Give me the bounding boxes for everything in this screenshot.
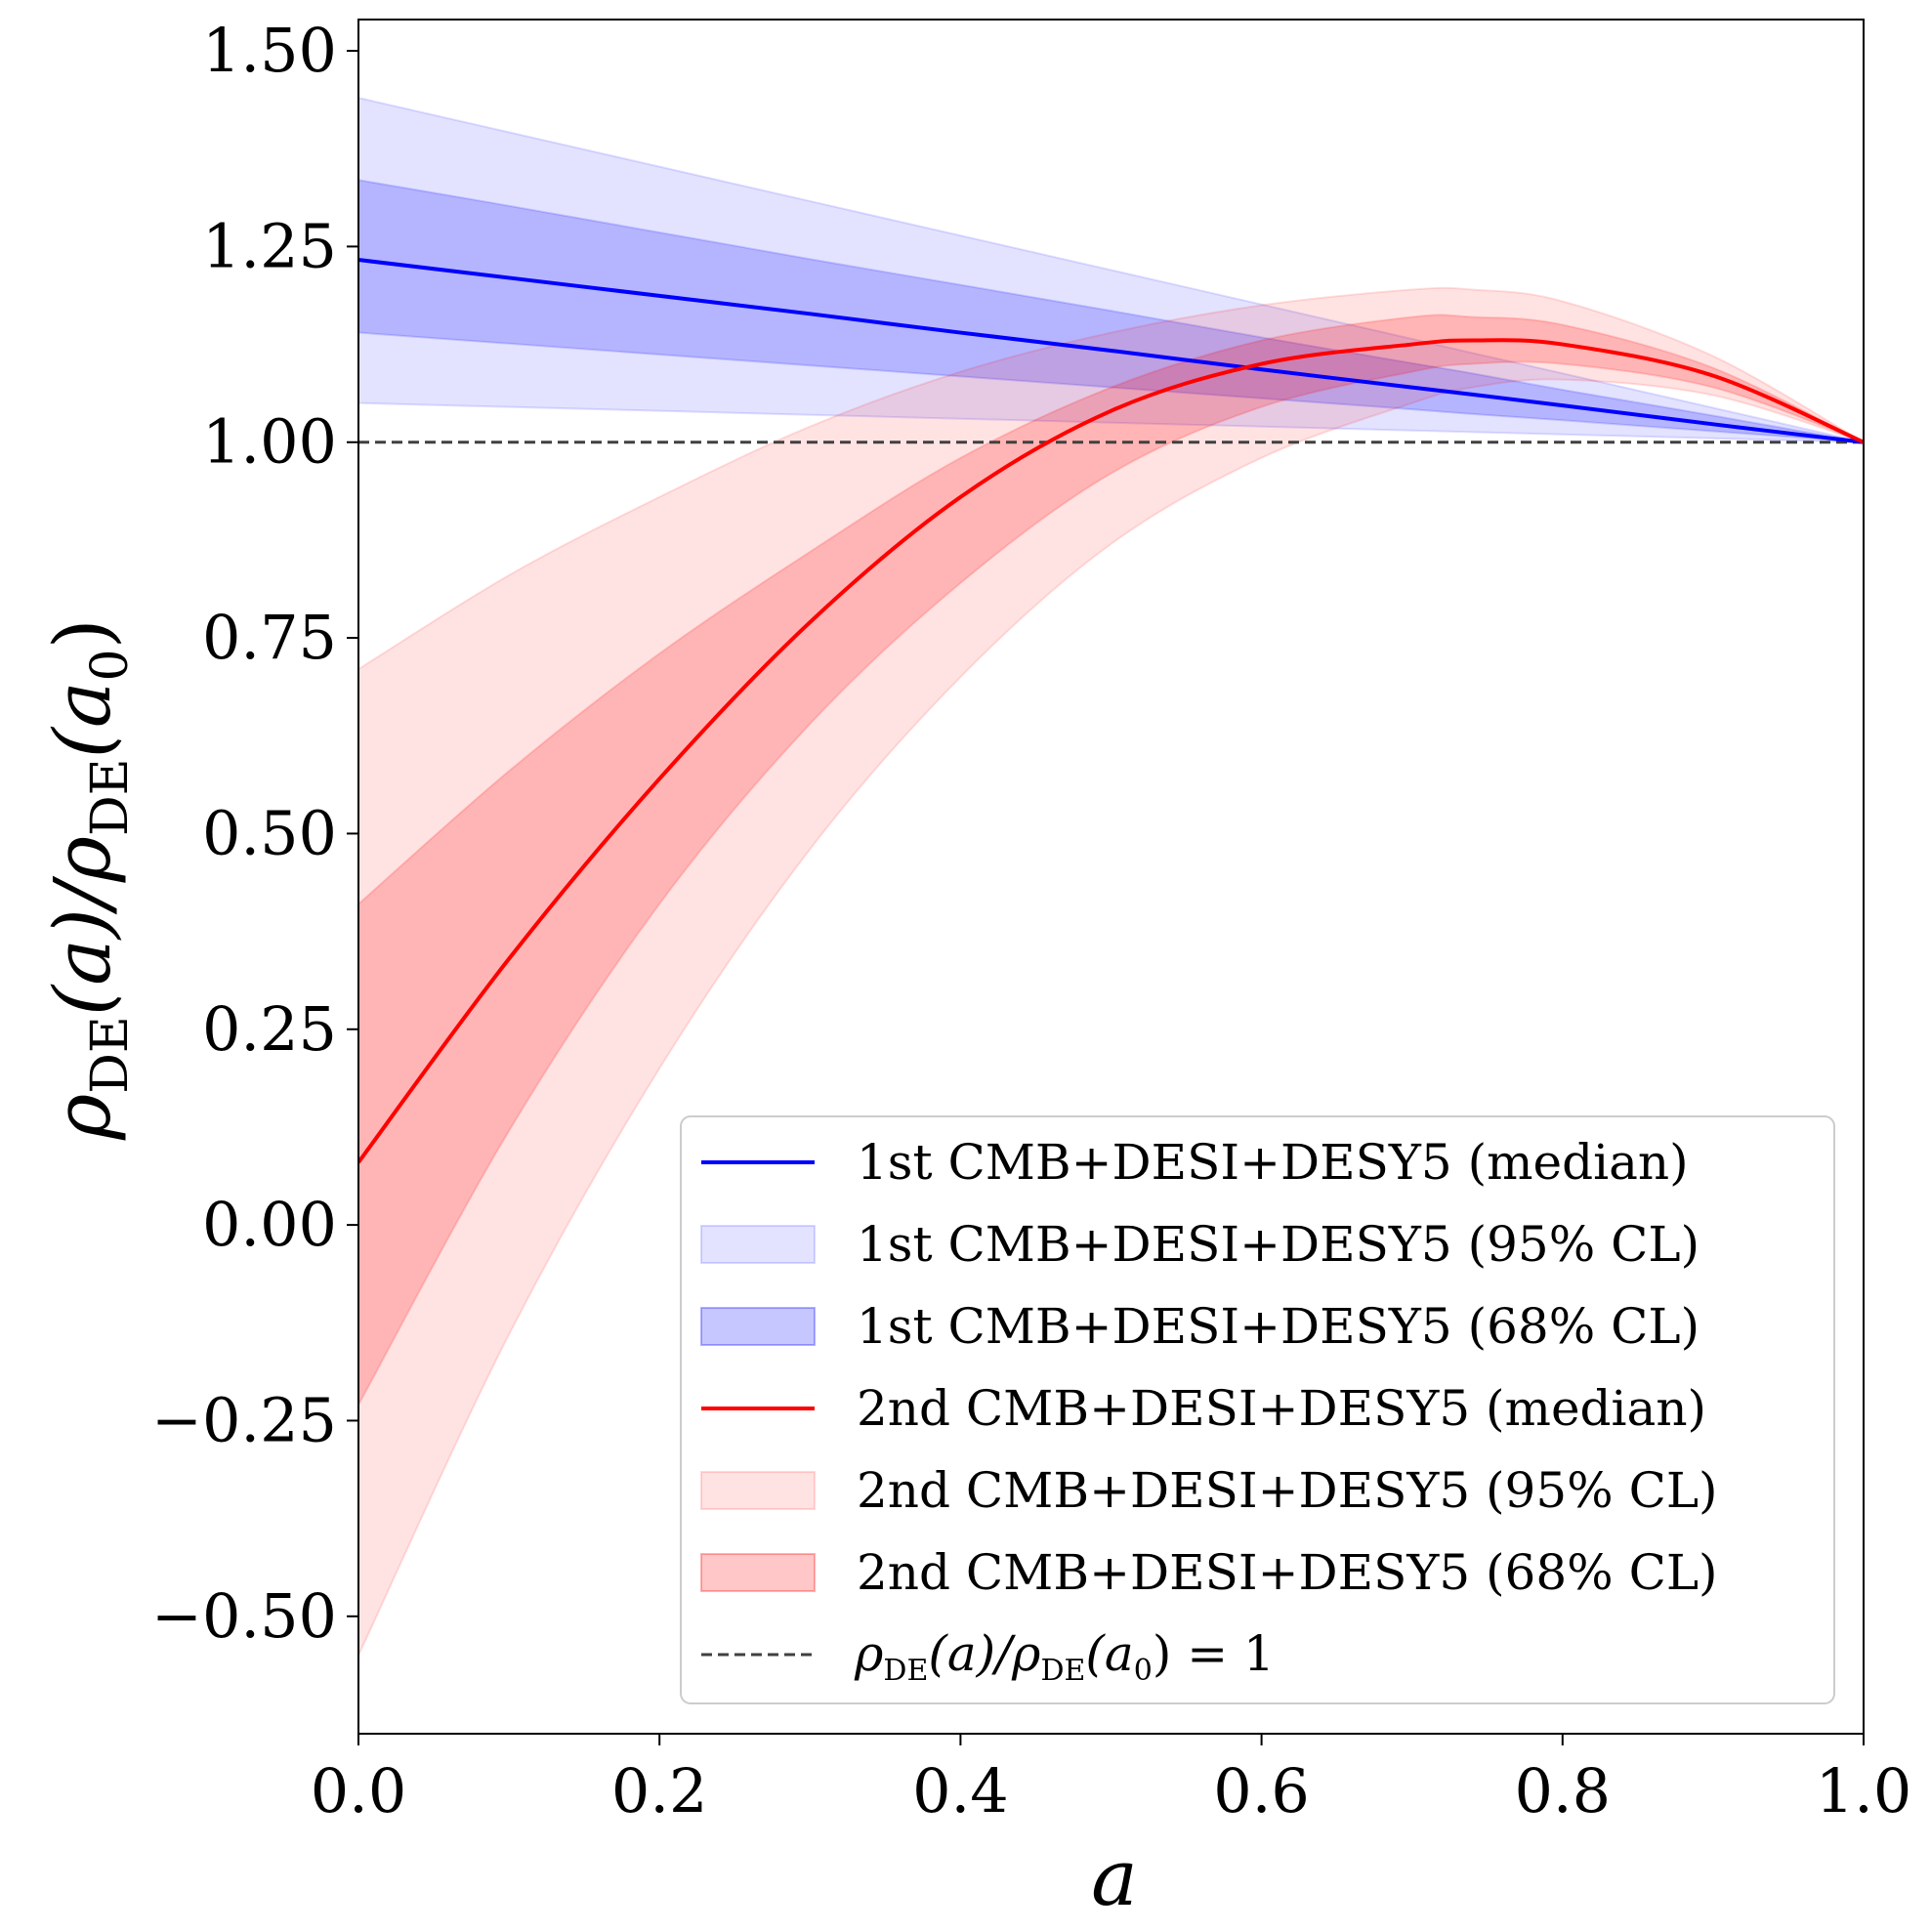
y-title-tail-sub: 0 [81, 649, 140, 681]
legend-patch-68 [700, 1553, 816, 1592]
legend-label-reference: ρDE(a)/ρDE(a0) = 1 [854, 1625, 1275, 1688]
y-title-tail: (a [37, 681, 128, 758]
x-axis: 0.0 0.2 0.4 0.6 0.8 1.0 [311, 1734, 1912, 1827]
legend-label: 1st CMB+DESI+DESY5 (68% CL) [857, 1298, 1699, 1355]
y-title-rho: ρ [37, 1094, 128, 1141]
y-tick-label: 0.00 [202, 1189, 337, 1260]
legend-ref-tail: (a [1085, 1625, 1133, 1682]
legend-ref-tail-close: ) = 1 [1153, 1625, 1275, 1682]
y-tick-label: −0.50 [151, 1580, 337, 1652]
y-tick-label: 1.00 [202, 406, 337, 478]
y-title-rho-2: ρ [37, 836, 128, 883]
x-tick-label: 0.4 [912, 1755, 1009, 1827]
legend-entries: 1st CMB+DESI+DESY5 (median) 1st CMB+DESI+… [700, 1134, 1718, 1657]
y-title-mid: (a)/ [37, 875, 128, 1016]
legend-patch-95 [700, 1225, 816, 1264]
y-title-tail-close: ) [37, 618, 128, 649]
legend-label: 2nd CMB+DESI+DESY5 (95% CL) [857, 1462, 1718, 1519]
band-95-2nd [358, 286, 1864, 1657]
legend-ref-sub-2: DE [1040, 1654, 1085, 1688]
median-line-2nd [358, 338, 1864, 1164]
legend-box [680, 1115, 1835, 1704]
legend-entry: 2nd CMB+DESI+DESY5 (95% CL) [700, 1462, 1718, 1519]
x-tick-label: 0.8 [1514, 1755, 1611, 1827]
band-68-2nd [358, 314, 1864, 1406]
y-tick-label: 0.25 [202, 993, 337, 1065]
legend-entry: 1st CMB+DESI+DESY5 (95% CL) [700, 1216, 1699, 1273]
y-title-sub-2: DE [81, 758, 140, 836]
y-axis: −0.50 −0.25 0.00 0.25 0.50 0.75 1.00 1.25 1.50 [151, 15, 358, 1652]
legend-patch-95 [700, 1471, 816, 1510]
x-tick-label: 0.0 [311, 1755, 407, 1827]
y-tick-label: −0.25 [151, 1384, 337, 1455]
legend-label: 1st CMB+DESI+DESY5 (95% CL) [857, 1216, 1699, 1273]
legend-entry: 2nd CMB+DESI+DESY5 (median) [701, 1380, 1706, 1437]
legend-label: 2nd CMB+DESI+DESY5 (median) [857, 1380, 1706, 1437]
x-tick-label: 1.0 [1816, 1755, 1912, 1827]
median-lines [358, 258, 1864, 1164]
y-title-sub: DE [81, 1016, 140, 1094]
y-tick-label: 1.50 [202, 15, 337, 86]
median-line-1st [358, 258, 1864, 444]
legend-entry: 1st CMB+DESI+DESY5 (68% CL) [700, 1298, 1699, 1355]
y-tick-label: 1.25 [202, 210, 337, 281]
legend-patch-68 [700, 1307, 816, 1346]
legend-entry: 2nd CMB+DESI+DESY5 (68% CL) [700, 1544, 1718, 1601]
x-axis-title: a [1091, 1832, 1138, 1923]
legend-entry: 1st CMB+DESI+DESY5 (median) [701, 1134, 1689, 1191]
x-tick-label: 0.2 [611, 1755, 708, 1827]
legend-label: 1st CMB+DESI+DESY5 (median) [857, 1134, 1689, 1191]
legend-label: 2nd CMB+DESI+DESY5 (68% CL) [857, 1544, 1718, 1601]
legend-ref-rho-2: ρ [1011, 1625, 1041, 1682]
legend-ref-rho: ρ [854, 1625, 884, 1682]
y-tick-label: 0.75 [202, 602, 337, 673]
y-axis-title: ρDE(a)/ρDE(a0) [37, 618, 140, 1141]
y-tick-label: 0.50 [202, 797, 337, 868]
legend-ref-mid: (a)/ [928, 1625, 1016, 1682]
legend-ref-sub: DE [883, 1654, 928, 1688]
plot-frame [357, 19, 1865, 1735]
legend-ref-tail-sub: 0 [1134, 1654, 1153, 1688]
x-tick-label: 0.6 [1213, 1755, 1310, 1827]
legend: 1st CMB+DESI+DESY5 (median) 1st CMB+DESI+… [680, 1115, 1835, 1704]
